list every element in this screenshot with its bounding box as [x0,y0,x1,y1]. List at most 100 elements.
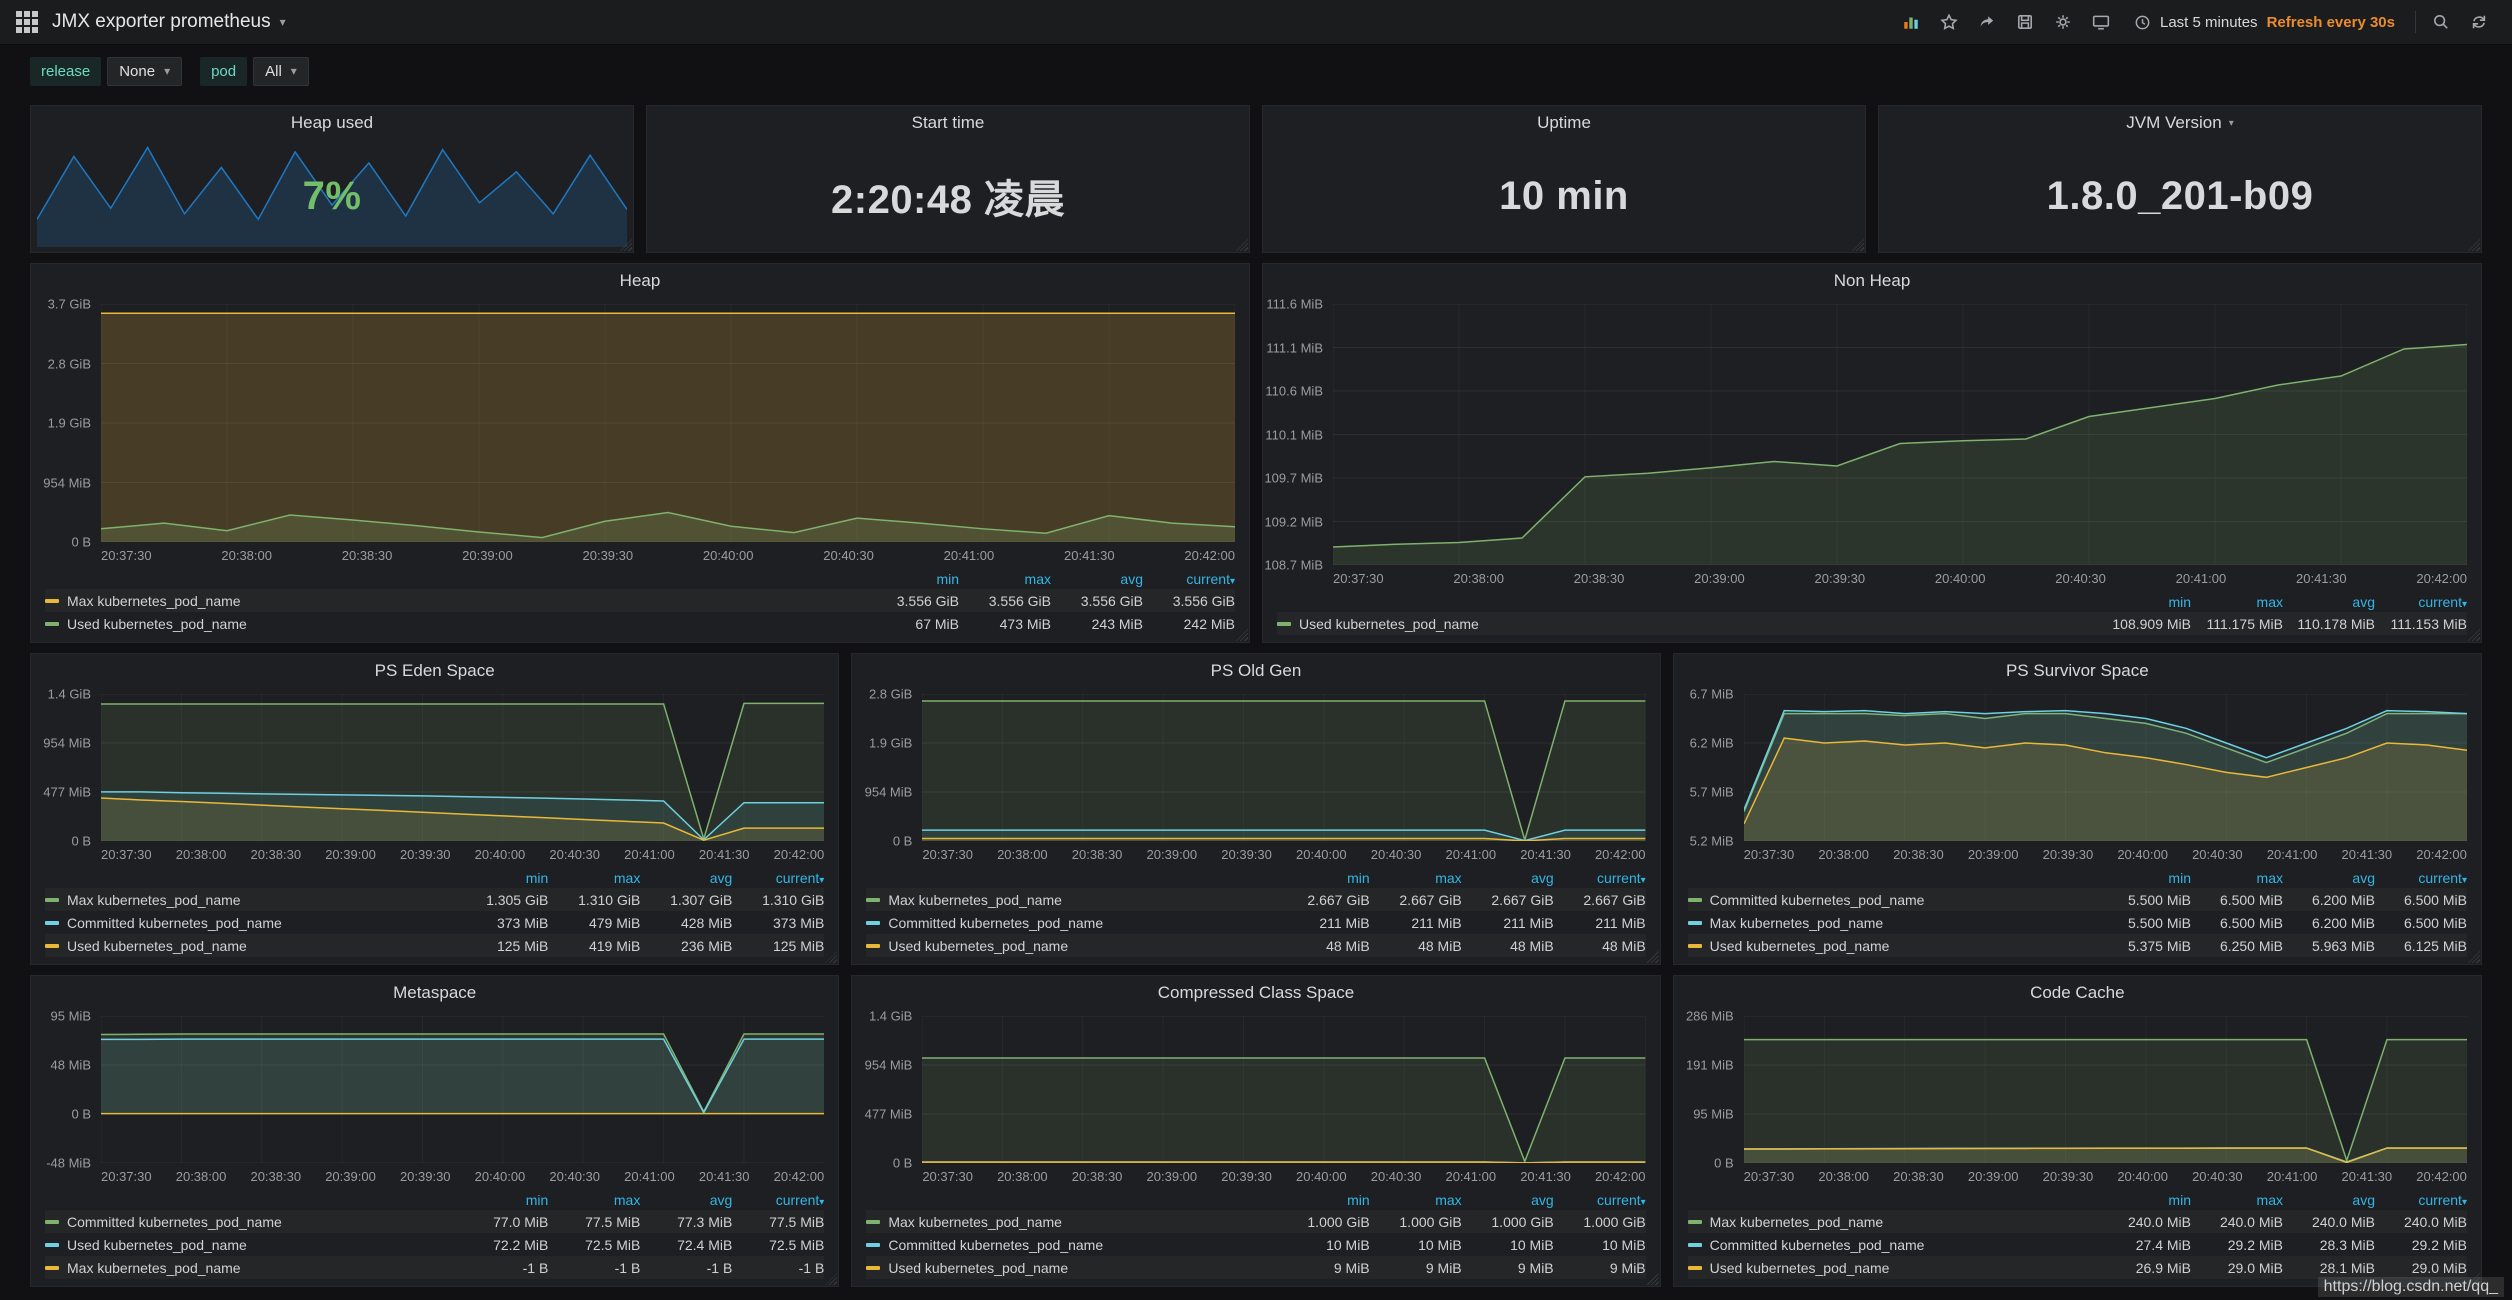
series-color-swatch[interactable] [1687,1265,1702,1270]
series-color-swatch[interactable] [1687,897,1702,902]
legend-col-min[interactable]: min [525,870,549,886]
legend-col-current[interactable]: current▾ [2418,1192,2467,1208]
refresh-icon[interactable] [2462,7,2496,37]
legend-col-current[interactable]: current▾ [2418,594,2467,610]
legend-col-current[interactable]: current▾ [2418,870,2467,886]
tv-mode-icon[interactable] [2084,7,2118,37]
plot[interactable] [1743,1016,2467,1163]
legend-col-avg[interactable]: avg [1531,1192,1554,1208]
legend-series-label[interactable]: Used kubernetes_pod_name [1277,616,2099,632]
add-panel-icon[interactable] [1894,7,1928,37]
legend-col-max[interactable]: max [1024,571,1051,587]
search-icon[interactable] [2424,7,2458,37]
legend-col-avg[interactable]: avg [2352,594,2375,610]
legend-col-min[interactable]: min [1347,1192,1370,1208]
variable-release-value[interactable]: None ▾ [107,56,183,86]
legend-series-label[interactable]: Max kubernetes_pod_name [1687,915,2099,931]
plot[interactable] [101,1016,825,1163]
dashboard-title[interactable]: JMX exporter prometheus ▾ [52,11,286,33]
legend-col-min[interactable]: min [525,1192,549,1208]
series-color-swatch[interactable] [45,1265,59,1270]
legend-series-label[interactable]: Used kubernetes_pod_name [45,616,867,632]
legend-col-min[interactable]: min [2168,594,2191,610]
plot[interactable] [922,694,1646,841]
time-range-picker[interactable]: Last 5 minutes Refresh every 30s [2122,14,2407,31]
plot[interactable] [1743,694,2467,841]
legend-col-current[interactable]: current▾ [775,1192,825,1208]
panel-title[interactable]: JVM Version ▾ [2126,113,2234,132]
panel-title[interactable]: Code Cache [2030,983,2125,1002]
legend-series-label[interactable]: Max kubernetes_pod_name [866,892,1277,908]
series-color-swatch[interactable] [45,1219,59,1224]
series-color-swatch[interactable] [45,1242,59,1247]
legend-col-current[interactable]: current▾ [1186,571,1235,587]
legend-series-label[interactable]: Max kubernetes_pod_name [866,1214,1277,1230]
panel-title[interactable]: Uptime [1537,113,1591,132]
panel-title[interactable]: Non Heap [1833,271,1911,290]
panel-title[interactable]: PS Survivor Space [2005,661,2149,680]
legend-col-current[interactable]: current▾ [1597,1192,1646,1208]
panel-title[interactable]: Start time [911,113,985,132]
legend-col-max[interactable]: max [2256,1192,2283,1208]
legend-series-label[interactable]: Max kubernetes_pod_name [45,1260,456,1276]
legend-series-label[interactable]: Committed kubernetes_pod_name [866,1237,1277,1253]
legend-series-label[interactable]: Max kubernetes_pod_name [45,892,456,908]
series-color-swatch[interactable] [45,897,59,902]
series-color-swatch[interactable] [45,598,59,603]
legend-col-max[interactable]: max [2256,870,2283,886]
legend-series-label[interactable]: Used kubernetes_pod_name [1687,1260,2099,1276]
plot[interactable] [1333,304,2467,565]
legend-series-label[interactable]: Used kubernetes_pod_name [866,1260,1277,1276]
legend-col-max[interactable]: max [2256,594,2283,610]
legend-col-avg[interactable]: avg [1531,870,1554,886]
panel-title[interactable]: PS Old Gen [1210,661,1302,680]
series-color-swatch[interactable] [866,943,881,948]
share-icon[interactable] [1970,7,2004,37]
series-color-swatch[interactable] [45,621,59,626]
star-icon[interactable] [1932,7,1966,37]
gear-icon[interactable] [2046,7,2080,37]
legend-series-label[interactable]: Committed kubernetes_pod_name [45,915,456,931]
legend-col-current[interactable]: current▾ [1597,870,1646,886]
legend-col-min[interactable]: min [2168,870,2191,886]
legend-series-label[interactable]: Committed kubernetes_pod_name [866,915,1277,931]
series-color-swatch[interactable] [866,1219,881,1224]
legend-series-label[interactable]: Used kubernetes_pod_name [45,938,456,954]
legend-series-label[interactable]: Committed kubernetes_pod_name [45,1214,456,1230]
series-color-swatch[interactable] [45,920,59,925]
legend-series-label[interactable]: Used kubernetes_pod_name [45,1237,456,1253]
legend-series-label[interactable]: Used kubernetes_pod_name [1687,938,2099,954]
series-color-swatch[interactable] [1687,1242,1702,1247]
legend-col-max[interactable]: max [1435,870,1462,886]
plot[interactable] [101,694,825,841]
legend-series-label[interactable]: Max kubernetes_pod_name [45,593,867,609]
series-color-swatch[interactable] [866,1265,881,1270]
legend-series-label[interactable]: Committed kubernetes_pod_name [1687,892,2099,908]
panel-title[interactable]: Heap used [290,113,374,132]
series-color-swatch[interactable] [1687,920,1702,925]
panel-title[interactable]: Heap [619,271,661,290]
plot[interactable] [101,304,1235,542]
legend-series-label[interactable]: Used kubernetes_pod_name [866,938,1277,954]
series-color-swatch[interactable] [45,943,59,948]
legend-col-avg[interactable]: avg [1120,571,1143,587]
panel-title[interactable]: PS Eden Space [374,661,495,680]
legend-col-avg[interactable]: avg [709,1192,733,1208]
legend-series-label[interactable]: Committed kubernetes_pod_name [1687,1237,2099,1253]
panel-title[interactable]: Metaspace [393,983,477,1002]
series-color-swatch[interactable] [1687,1219,1702,1224]
variable-pod-value[interactable]: All ▾ [253,56,309,86]
series-color-swatch[interactable] [1687,943,1702,948]
panel-title[interactable]: Compressed Class Space [1157,983,1355,1002]
legend-col-min[interactable]: min [936,571,959,587]
apps-grid-icon[interactable] [16,11,38,33]
legend-col-max[interactable]: max [1435,1192,1462,1208]
legend-col-current[interactable]: current▾ [775,870,825,886]
plot[interactable] [922,1016,1646,1163]
legend-col-max[interactable]: max [613,870,641,886]
series-color-swatch[interactable] [866,897,881,902]
series-color-swatch[interactable] [866,1242,881,1247]
series-color-swatch[interactable] [866,920,881,925]
series-color-swatch[interactable] [1277,621,1291,626]
save-icon[interactable] [2008,7,2042,37]
